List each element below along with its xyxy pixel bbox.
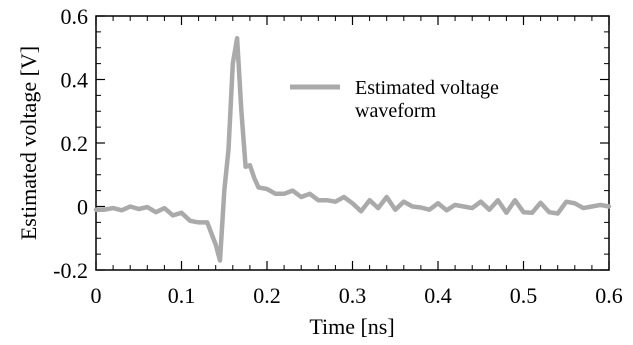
axis-tick-labels: 0 0.1 0.2 0.3 0.4 0.5 0.6-0.200.20.40.6 xyxy=(53,4,623,308)
legend: Estimated voltage waveform xyxy=(290,77,499,122)
x-tick-label: 0 xyxy=(91,283,102,308)
y-tick-label: 0.6 xyxy=(61,4,89,29)
y-tick-label: 0 xyxy=(77,195,88,220)
legend-label-line-1: Estimated voltage xyxy=(355,77,499,99)
x-tick-label: 0.1 xyxy=(168,283,196,308)
x-tick-label: 0.2 xyxy=(253,283,281,308)
y-axis-title: Estimated voltage [V] xyxy=(16,46,41,240)
x-tick-label: 0.6 xyxy=(595,283,623,308)
x-tick-label: 0.4 xyxy=(424,283,452,308)
x-axis-title: Time [ns] xyxy=(309,314,394,339)
y-tick-label: 0.2 xyxy=(61,131,89,156)
legend-label-line-2: waveform xyxy=(355,100,437,122)
series-line-estimated-voltage xyxy=(93,35,612,263)
axis-ticks xyxy=(95,15,610,271)
plot-frame xyxy=(95,15,610,271)
series-layer xyxy=(93,35,612,263)
x-tick-label: 0.3 xyxy=(339,283,367,308)
y-tick-label: -0.2 xyxy=(53,258,88,283)
x-tick-label: 0.5 xyxy=(510,283,538,308)
y-tick-label: 0.4 xyxy=(61,68,89,93)
